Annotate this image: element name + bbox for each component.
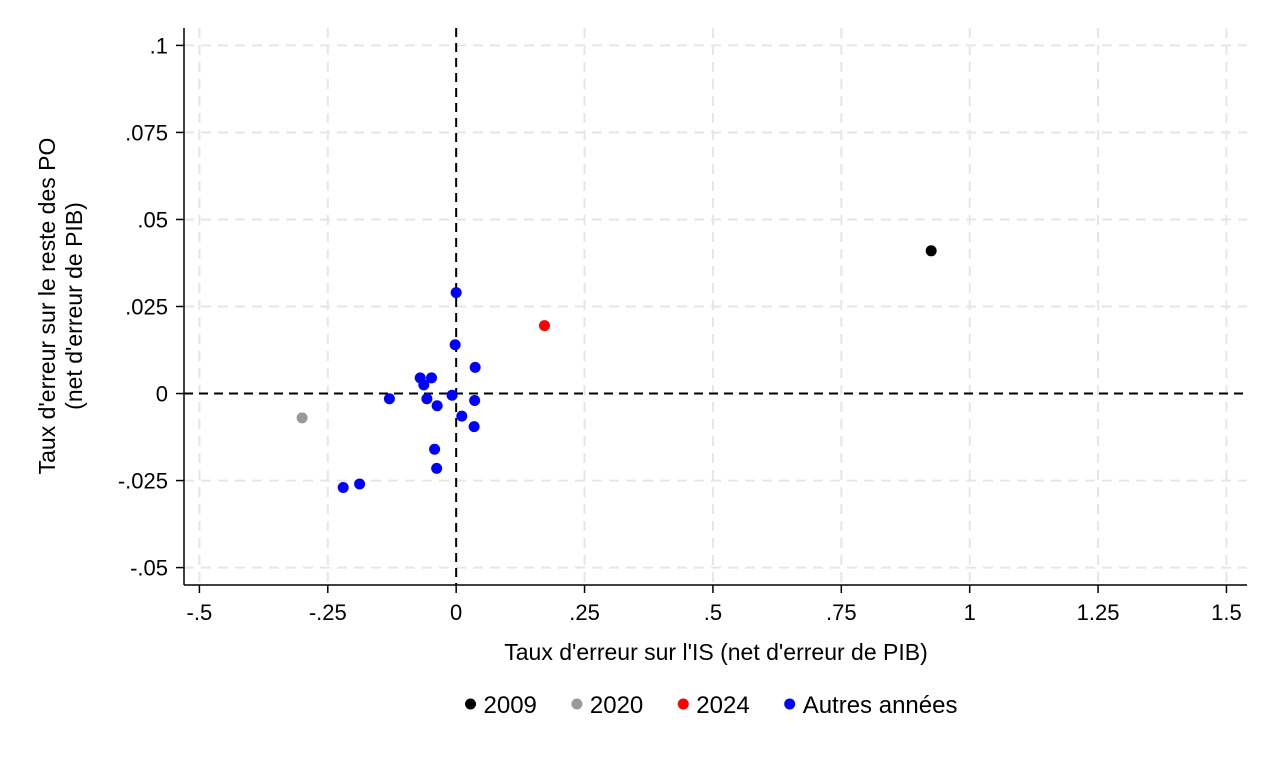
legend-label-1: 2020 xyxy=(590,692,643,719)
legend-item-3: Autres années xyxy=(784,692,957,719)
y-axis-title-line-1: Taux d'erreur sur le reste des PO xyxy=(34,138,60,475)
data-point-2-0 xyxy=(538,320,550,332)
data-point-3-1 xyxy=(449,339,461,351)
data-point-3-12 xyxy=(468,421,480,433)
legend-label-3: Autres années xyxy=(803,692,958,719)
x-tick-label-1: -.25 xyxy=(309,600,347,625)
legend-marker-0 xyxy=(465,698,476,710)
data-point-3-13 xyxy=(429,443,441,455)
x-tick-label-8: 1.5 xyxy=(1211,600,1242,625)
x-axis-title: Taux d'erreur sur l'IS (net d'erreur de … xyxy=(504,639,928,665)
data-point-3-11 xyxy=(456,410,468,422)
data-point-3-7 xyxy=(421,393,433,405)
data-point-3-4 xyxy=(426,372,438,384)
legend-marker-3 xyxy=(784,698,796,710)
x-axis-ticks: -.5 -.25 0 .25 .5 .75 1 1.25 1.5 xyxy=(187,585,1242,625)
data-point-3-6 xyxy=(383,393,395,405)
y-tick-label-1: -.025 xyxy=(118,469,168,494)
legend-item-1: 2020 xyxy=(571,692,643,719)
data-point-3-16 xyxy=(337,482,349,494)
data-point-3-8 xyxy=(446,389,458,401)
legend-item-0: 2009 xyxy=(465,692,537,719)
data-point-0-0 xyxy=(925,245,937,257)
legend-marker-1 xyxy=(571,698,583,710)
y-tick-label-5: .075 xyxy=(125,120,168,145)
y-tick-label-0: -.05 xyxy=(130,556,168,581)
x-tick-label-4: .5 xyxy=(704,600,722,625)
x-tick-label-5: .75 xyxy=(826,600,857,625)
y-axis-ticks: -.05 -.025 0 .025 .05 .075 .1 xyxy=(118,33,184,581)
data-point-1-0 xyxy=(296,412,308,424)
x-tick-label-0: -.5 xyxy=(187,600,213,625)
data-point-3-15 xyxy=(354,478,366,490)
legend: 2009 2020 2024 Autres années xyxy=(465,692,957,719)
y-tick-label-6: .1 xyxy=(150,33,168,58)
y-axis-title: Taux d'erreur sur le reste des PO (net d… xyxy=(34,138,87,475)
x-tick-label-7: 1.25 xyxy=(1077,600,1120,625)
data-points xyxy=(296,245,937,494)
data-point-3-0 xyxy=(450,287,462,299)
data-point-3-5 xyxy=(418,379,430,391)
x-tick-label-6: 1 xyxy=(964,600,976,625)
y-tick-label-3: .025 xyxy=(125,295,168,320)
grid-lines xyxy=(184,28,1247,585)
data-point-3-2 xyxy=(469,361,481,373)
y-tick-label-2: 0 xyxy=(156,382,168,407)
reference-lines xyxy=(184,28,1247,585)
legend-item-2: 2024 xyxy=(677,692,750,719)
data-point-3-10 xyxy=(431,400,443,412)
legend-label-0: 2009 xyxy=(484,692,537,719)
y-axis-title-line-2: (net d'erreur de PIB) xyxy=(61,202,87,410)
legend-marker-2 xyxy=(677,698,689,710)
y-tick-label-4: .05 xyxy=(137,207,168,232)
legend-label-2: 2024 xyxy=(696,692,749,719)
data-point-3-9 xyxy=(469,394,481,406)
data-point-3-14 xyxy=(431,462,443,474)
x-tick-label-2: 0 xyxy=(450,600,462,625)
x-tick-label-3: .25 xyxy=(569,600,600,625)
